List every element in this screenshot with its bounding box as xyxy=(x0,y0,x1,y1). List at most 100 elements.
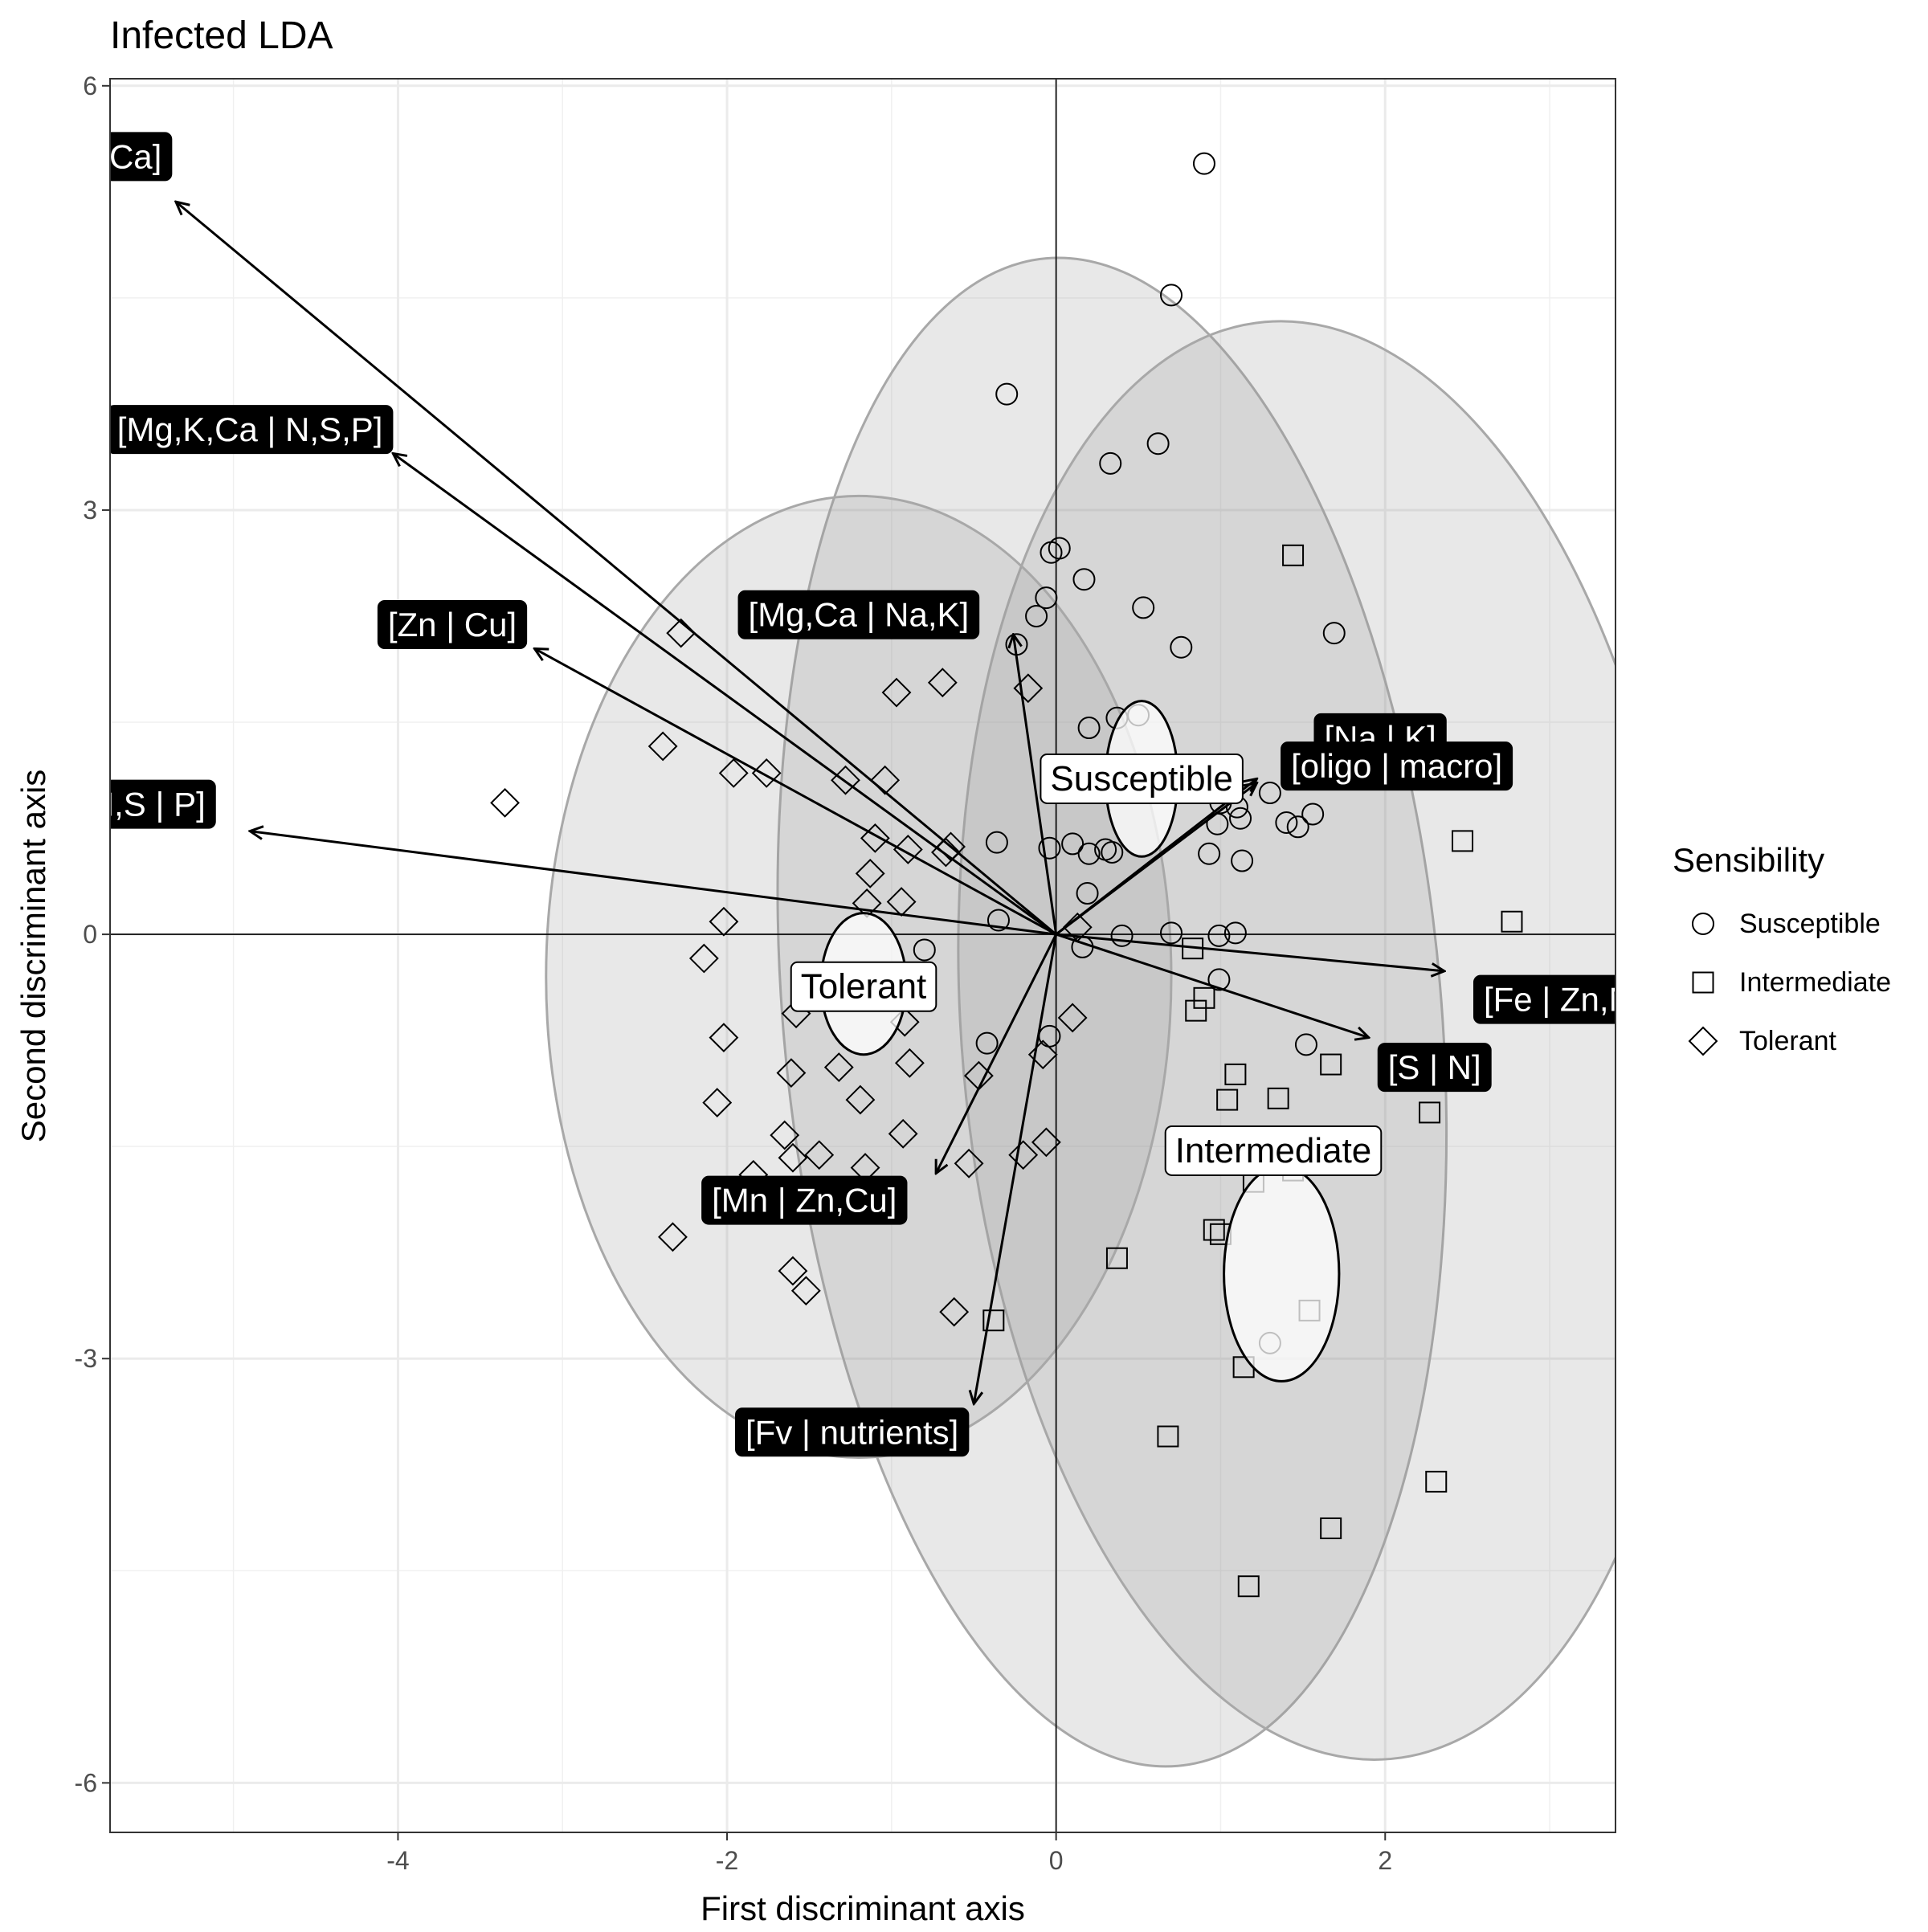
series-intermediate xyxy=(982,544,1523,1598)
group-labels: Susceptible Tolerant Intermediate xyxy=(790,753,1383,1176)
point-tolerant xyxy=(893,835,923,864)
chart-title: Infected LDA xyxy=(110,14,333,57)
arrow-mg-k-ca-n-s-p xyxy=(393,454,1057,936)
y-tick-label: 0 xyxy=(83,920,97,949)
y-tick-label: 3 xyxy=(83,496,97,525)
point-tolerant xyxy=(1008,1140,1039,1170)
point-tolerant xyxy=(881,677,912,708)
point-tolerant xyxy=(1057,1003,1088,1033)
loading-labels: [Mg | Ca] [Mg,K,Ca | N,S,P] [Zn | Cu] [N,S … xyxy=(26,132,1665,1457)
svg-text:[Mn | Zn,Cu]: [Mn | Zn,Cu] xyxy=(712,1182,897,1219)
x-tick-label: -4 xyxy=(386,1846,409,1875)
point-tolerant xyxy=(870,765,901,795)
point-intermediate xyxy=(1216,1089,1239,1111)
arrow-label-mg-k-ca-n-s-p: [Mg,K,Ca | N,S,P] xyxy=(110,405,394,455)
svg-text:[N,S | P]: [N,S | P] xyxy=(80,786,206,823)
arrow-label-fe-zn-mn: [Fe | Zn,Mn] xyxy=(1473,974,1665,1024)
ellipse-intermediate-region xyxy=(957,320,1616,1761)
point-susceptible xyxy=(1132,596,1155,619)
group-centers xyxy=(819,700,1341,1383)
point-tolerant xyxy=(804,1140,835,1170)
y-tick-label: -3 xyxy=(75,1344,97,1373)
svg-text:[Mg,K,Ca | N,S,P]: [Mg,K,Ca | N,S,P] xyxy=(117,410,383,448)
point-susceptible xyxy=(1207,924,1231,947)
group-label-susceptible: Susceptible xyxy=(1040,753,1244,804)
point-tolerant xyxy=(688,943,719,974)
point-susceptible xyxy=(1286,815,1309,839)
point-tolerant xyxy=(790,1276,821,1306)
point-tolerant xyxy=(855,858,885,888)
svg-text:[oligo | macro]: [oligo | macro] xyxy=(1291,747,1502,785)
point-susceptible xyxy=(1038,836,1061,860)
point-tolerant xyxy=(776,1058,807,1089)
x-tick-label: 0 xyxy=(1049,1846,1064,1875)
point-intermediate xyxy=(1320,1517,1342,1539)
point-tolerant xyxy=(709,1023,739,1053)
center-ellipse-intermediate xyxy=(1223,1165,1341,1383)
point-susceptible xyxy=(1192,152,1215,175)
point-tolerant xyxy=(888,1118,918,1149)
svg-text:[Fe | Zn,Mn]: [Fe | Zn,Mn] xyxy=(1484,981,1665,1019)
arrow-fe-zn-mn xyxy=(1056,933,1444,971)
point-intermediate xyxy=(1267,1087,1289,1109)
point-susceptible xyxy=(1110,924,1134,947)
point-susceptible xyxy=(1061,832,1084,856)
arrow-label-fv-nutrients: [Fv | nutrients] xyxy=(735,1407,970,1457)
arrow-label-mg-ca-na-k: [Mg,Ca | Na,K] xyxy=(737,590,980,639)
arrow-zn-cu xyxy=(534,648,1057,936)
y-tick-label: -6 xyxy=(75,1768,97,1797)
point-tolerant xyxy=(860,823,890,853)
point-intermediate xyxy=(1193,986,1215,1009)
point-susceptible xyxy=(1077,717,1101,740)
point-intermediate xyxy=(982,1309,1005,1332)
legend-item-intermediate: Intermediate xyxy=(1692,967,1891,998)
point-intermediate xyxy=(1320,1053,1342,1076)
x-axis-label: First discriminant axis xyxy=(701,1889,1025,1927)
point-susceptible xyxy=(1099,451,1122,475)
arrow-oligo-macro xyxy=(1055,783,1257,936)
point-susceptible xyxy=(1040,541,1063,564)
point-tolerant xyxy=(718,758,749,788)
axis-ticks: -4 -2 0 2 -6 -3 0 3 6 xyxy=(75,71,1393,1875)
x-tick-label: -2 xyxy=(716,1846,738,1875)
point-susceptible xyxy=(995,382,1019,406)
svg-text:[Mg,Ca | Na,K]: [Mg,Ca | Na,K] xyxy=(749,596,970,634)
y-tick-label: 6 xyxy=(83,71,97,100)
svg-text:[Mg | Ca]: [Mg | Ca] xyxy=(26,137,162,175)
arrow-label-mg-ca: [Mg | Ca] xyxy=(26,132,173,182)
legend-title: Sensibility xyxy=(1673,841,1824,879)
point-tolerant xyxy=(823,1052,854,1082)
legend-label-tolerant: Tolerant xyxy=(1739,1026,1837,1056)
y-axis-label: Second discriminant axis xyxy=(14,770,52,1143)
arrow-fv-nutrients xyxy=(974,933,1058,1403)
point-susceptible xyxy=(986,909,1010,932)
point-intermediate xyxy=(1419,1101,1441,1124)
point-tolerant xyxy=(927,668,958,698)
legend-label-intermediate: Intermediate xyxy=(1739,967,1891,998)
group-label-tolerant: Tolerant xyxy=(790,961,937,1012)
point-susceptible xyxy=(985,831,1008,854)
svg-text:Intermediate: Intermediate xyxy=(1175,1131,1372,1170)
legend-key-intermediate xyxy=(1692,971,1714,994)
point-tolerant xyxy=(490,787,520,818)
point-tolerant xyxy=(1013,673,1044,704)
point-susceptible xyxy=(1076,882,1099,905)
arrow-mg-ca xyxy=(176,202,1057,936)
arrow-label-s-n: [S | N] xyxy=(1377,1043,1492,1093)
legend-label-susceptible: Susceptible xyxy=(1739,909,1881,939)
point-tolerant xyxy=(709,906,739,937)
point-intermediate xyxy=(1501,910,1523,933)
point-susceptible xyxy=(1025,604,1048,627)
svg-text:[S | N]: [S | N] xyxy=(1388,1048,1481,1086)
arrow-mg-ca-na-k xyxy=(1013,635,1058,935)
plot-border xyxy=(109,78,1616,1833)
point-intermediate xyxy=(1105,1247,1128,1269)
point-tolerant xyxy=(894,1048,925,1078)
point-intermediate xyxy=(1185,999,1207,1022)
point-intermediate xyxy=(1157,1425,1179,1448)
arrow-label-zn-cu: [Zn | Cu] xyxy=(377,600,528,650)
point-susceptible xyxy=(1301,803,1325,826)
legend-key-tolerant xyxy=(1688,1026,1718,1056)
